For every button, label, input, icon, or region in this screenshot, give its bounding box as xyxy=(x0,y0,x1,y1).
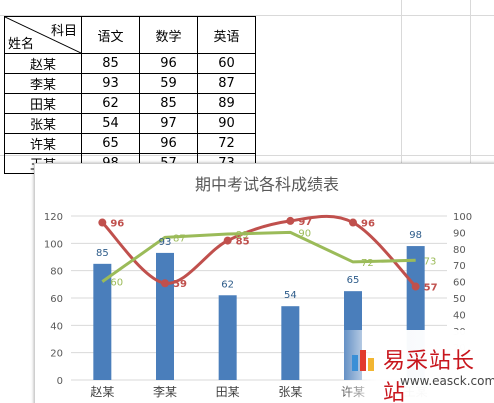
table-row: 赵某 85 96 60 xyxy=(4,53,256,74)
line-data-label: 96 xyxy=(361,219,375,230)
bar-data-label: 93 xyxy=(159,237,172,248)
line-data-label: 96 xyxy=(110,219,124,230)
bar[interactable] xyxy=(93,263,112,380)
y-left-tick-label: 100 xyxy=(44,239,63,250)
y-left-tick-label: 20 xyxy=(50,349,63,360)
score-cell[interactable]: 90 xyxy=(197,113,256,134)
score-cell[interactable]: 65 xyxy=(81,133,140,154)
score-cell[interactable]: 97 xyxy=(139,113,198,134)
table-row: 张某 54 97 90 xyxy=(4,113,256,134)
subject-header-cell[interactable]: 英语 xyxy=(197,16,256,54)
x-category-label: 田某 xyxy=(216,385,240,399)
line-point-marker[interactable] xyxy=(286,216,295,225)
table-header-row: 科目 姓名 语文 数学 英语 xyxy=(4,16,256,54)
corner-subject-header: 科目 xyxy=(50,24,77,39)
data-labels: 85 93 62 54 65 98 96 59 85 97 96 57 60 87 89 90 72 73 xyxy=(96,217,438,301)
bar-data-label: 54 xyxy=(284,290,297,301)
y-right-tick-label: 50 xyxy=(453,294,466,305)
bar-data-label: 98 xyxy=(409,230,422,241)
chart-title: 期中考试各科成绩表 xyxy=(195,175,339,194)
bar[interactable] xyxy=(156,252,174,380)
line-data-label: 89 xyxy=(236,230,249,241)
x-category-label: 李某 xyxy=(153,384,177,399)
table-row: 许某 65 96 72 xyxy=(4,133,256,154)
watermark-title: 易采站长站 xyxy=(383,349,476,403)
diagonal-divider xyxy=(5,17,81,53)
score-cell[interactable]: 59 xyxy=(139,73,198,94)
y-right-tick-label: 90 xyxy=(453,228,466,239)
bar-data-label: 65 xyxy=(347,275,360,286)
line-data-label: 60 xyxy=(110,278,123,289)
line-data-label: 85 xyxy=(236,237,250,248)
line-data-label: 59 xyxy=(173,279,187,290)
score-cell[interactable]: 96 xyxy=(139,133,198,154)
watermark-url: www.easck.com xyxy=(400,374,494,388)
score-cell[interactable]: 93 xyxy=(81,73,140,94)
subject-header-cell[interactable]: 语文 xyxy=(81,16,140,54)
student-name-cell[interactable]: 许某 xyxy=(4,133,82,154)
score-cell[interactable]: 87 xyxy=(197,73,256,94)
y-right-tick-label: 60 xyxy=(453,278,466,289)
student-name-cell[interactable]: 赵某 xyxy=(4,53,82,74)
line-point-marker[interactable] xyxy=(349,218,357,227)
series-line[interactable] xyxy=(101,230,416,283)
y-left-tick-label: 60 xyxy=(50,294,63,305)
x-category-label: 张某 xyxy=(278,385,302,399)
line-data-label: 90 xyxy=(298,228,311,239)
line-data-label: 72 xyxy=(361,258,374,269)
score-cell[interactable]: 72 xyxy=(197,133,256,154)
score-cell[interactable]: 54 xyxy=(81,113,140,134)
line-point-marker[interactable] xyxy=(411,282,420,291)
bar-data-label: 62 xyxy=(221,279,234,290)
score-cell[interactable]: 60 xyxy=(197,53,256,74)
line-data-label: 87 xyxy=(173,233,186,244)
bar[interactable] xyxy=(281,306,300,380)
table-row: 李某 93 59 87 xyxy=(4,73,256,94)
score-cell[interactable]: 89 xyxy=(197,93,256,114)
line-data-label: 57 xyxy=(424,283,438,294)
y-right-tick-label: 70 xyxy=(453,261,466,272)
score-cell[interactable]: 62 xyxy=(81,93,140,114)
bar[interactable] xyxy=(218,295,237,380)
watermark-logo-icon xyxy=(352,350,374,371)
line-point-marker[interactable] xyxy=(98,218,107,227)
y-right-tick-label: 80 xyxy=(453,245,466,256)
corner-name-header: 姓名 xyxy=(8,37,35,52)
corner-cell[interactable]: 科目 姓名 xyxy=(4,16,82,54)
subject-header-cell[interactable]: 数学 xyxy=(139,16,198,54)
line-data-label: 97 xyxy=(298,217,312,228)
y-right-tick-label: 40 xyxy=(453,310,466,321)
y-left-tick-label: 40 xyxy=(50,321,63,332)
score-cell[interactable]: 96 xyxy=(139,53,198,74)
line-data-label: 73 xyxy=(424,256,437,267)
y-right-tick-label: 100 xyxy=(453,212,472,223)
line-series xyxy=(98,214,420,291)
x-category-label: 赵某 xyxy=(90,385,114,399)
y-left-tick-label: 80 xyxy=(50,267,63,278)
y-left-tick-label: 120 xyxy=(44,212,63,223)
student-name-cell[interactable]: 田某 xyxy=(4,93,82,114)
series-line[interactable] xyxy=(101,214,417,288)
score-cell[interactable]: 85 xyxy=(139,93,198,114)
line-point-marker[interactable] xyxy=(161,279,169,288)
grid-row-line xyxy=(0,15,494,16)
table-row: 田某 62 85 89 xyxy=(4,93,256,114)
line-point-marker[interactable] xyxy=(223,236,232,245)
y-left-tick-label: 0 xyxy=(57,376,63,387)
student-name-cell[interactable]: 李某 xyxy=(4,73,82,94)
score-cell[interactable]: 85 xyxy=(81,53,140,74)
student-name-cell[interactable]: 张某 xyxy=(4,113,82,134)
bar-data-label: 85 xyxy=(96,248,109,259)
scores-table: 科目 姓名 语文 数学 英语 赵某 85 96 60 李某 93 59 87 田… xyxy=(4,16,256,174)
